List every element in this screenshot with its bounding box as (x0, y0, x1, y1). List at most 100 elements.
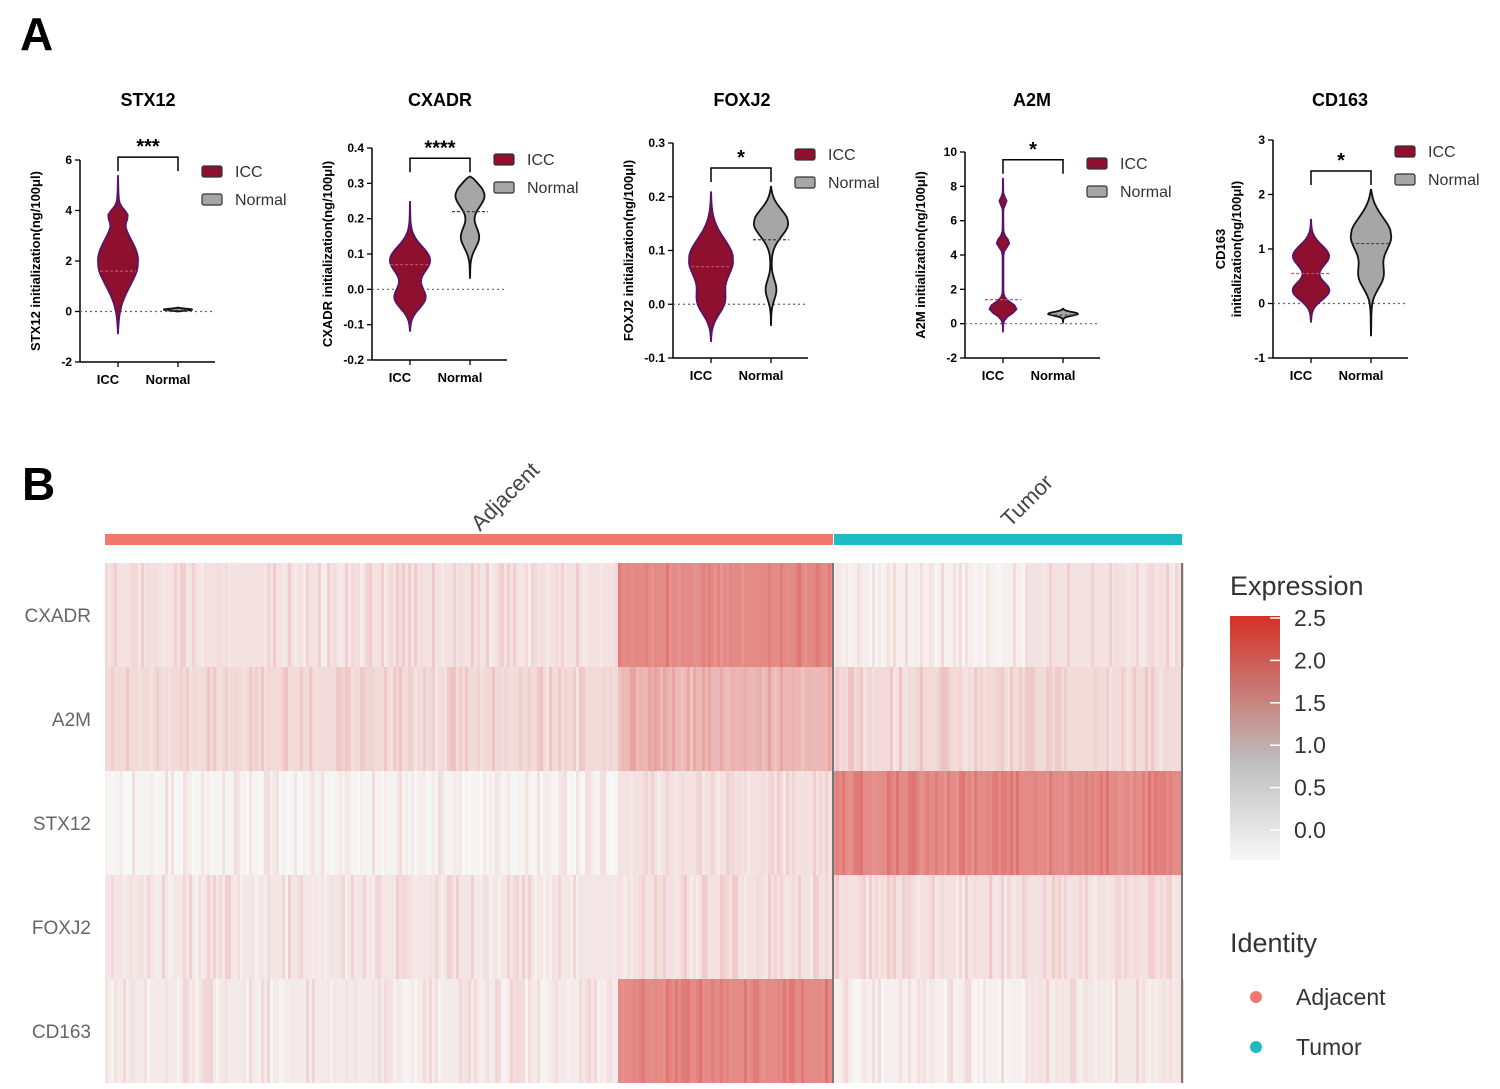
heatmap-cell (741, 667, 744, 771)
heatmap-cell (1010, 771, 1013, 875)
heatmap-cell (495, 979, 498, 1083)
heatmap-cell (798, 563, 801, 667)
heatmap-cell (585, 979, 588, 1083)
heatmap-cell (486, 667, 489, 771)
heatmap-cell (258, 979, 261, 1083)
heatmap-cell (183, 979, 186, 1083)
heatmap-cell (881, 771, 884, 875)
heatmap-cell (558, 667, 561, 771)
heatmap-cell (983, 667, 986, 771)
heatmap-cell (297, 979, 300, 1083)
heatmap-cell (860, 563, 863, 667)
heatmap-cell (825, 771, 828, 875)
heatmap-cell (744, 875, 747, 979)
heatmap-cell (705, 979, 708, 1083)
heatmap-cell (947, 667, 950, 771)
heatmap-cell (339, 563, 342, 667)
colorbar-tick-label: 1.5 (1294, 690, 1326, 716)
heatmap-cell (792, 563, 795, 667)
heatmap-cell (938, 667, 941, 771)
heatmap-cell (177, 875, 180, 979)
heatmap-cell (624, 875, 627, 979)
heatmap-cell (216, 667, 219, 771)
heatmap-cell (435, 979, 438, 1083)
heatmap-cell (929, 563, 932, 667)
heatmap-cell (399, 563, 402, 667)
heatmap-cell (414, 563, 417, 667)
heatmap-cell (198, 875, 201, 979)
heatmap-cell (887, 667, 890, 771)
heatmap-cell (432, 563, 435, 667)
heatmap-cell (857, 563, 860, 667)
heatmap-cell (306, 979, 309, 1083)
panel-label-b: B (22, 458, 55, 510)
heatmap-cell (342, 667, 345, 771)
heatmap-cell (759, 667, 762, 771)
heatmap-cell (666, 979, 669, 1083)
heatmap-row-stx12: STX12 (33, 771, 1182, 875)
heatmap-cell (848, 667, 851, 771)
heatmap-cell (426, 667, 429, 771)
heatmap-cell (956, 875, 959, 979)
heatmap-cell (986, 563, 989, 667)
heatmap-cell (114, 563, 117, 667)
heatmap-cell (792, 875, 795, 979)
heatmap-cell (965, 563, 968, 667)
heatmap-cell (935, 875, 938, 979)
heatmap-cell (294, 563, 297, 667)
heatmap-cell (369, 667, 372, 771)
heatmap-row-a2m: A2M (52, 667, 1182, 771)
heatmap-cell (303, 563, 306, 667)
heatmap-cell (273, 563, 276, 667)
y-axis-label: FOXJ2 initialization(ng/100μl) (621, 160, 636, 341)
heatmap-cell (735, 875, 738, 979)
heatmap-cell (192, 979, 195, 1083)
heatmap-cell (612, 875, 615, 979)
heatmap-cell (696, 563, 699, 667)
heatmap-cell (513, 563, 516, 667)
heatmap-cell (126, 667, 129, 771)
heatmap-cell (195, 875, 198, 979)
heatmap-cell (288, 875, 291, 979)
heatmap-cell (911, 875, 914, 979)
heatmap-cell (444, 667, 447, 771)
heatmap-cell (441, 563, 444, 667)
heatmap-cell (120, 563, 123, 667)
heatmap-cell (642, 979, 645, 1083)
heatmap-cell (762, 771, 765, 875)
heatmap-cell (441, 771, 444, 875)
heatmap-cell (845, 875, 848, 979)
heatmap-cell (920, 979, 923, 1083)
heatmap-cell (1091, 771, 1094, 875)
heatmap-cell (153, 563, 156, 667)
heatmap-cell (132, 563, 135, 667)
heatmap-cell (348, 563, 351, 667)
heatmap-cell (336, 771, 339, 875)
heatmap-cell (171, 875, 174, 979)
heatmap-cell (899, 979, 902, 1083)
heatmap-cell (651, 771, 654, 875)
heatmap-cell (471, 875, 474, 979)
heatmap-cell (141, 563, 144, 667)
heatmap-cell (378, 875, 381, 979)
heatmap-cell (774, 875, 777, 979)
heatmap-cell (321, 563, 324, 667)
heatmap-cell (501, 979, 504, 1083)
heatmap-cell (411, 771, 414, 875)
heatmap-cell (258, 771, 261, 875)
heatmap-cell (576, 771, 579, 875)
heatmap-cell (699, 771, 702, 875)
heatmap-cell (1025, 875, 1028, 979)
heatmap-cell (1121, 771, 1124, 875)
heatmap-cell (390, 771, 393, 875)
heatmap-cell (420, 563, 423, 667)
heatmap-block (1025, 563, 1182, 667)
heatmap-cell (180, 771, 183, 875)
heatmap-cell (672, 667, 675, 771)
y-tick-label: 0.1 (347, 247, 364, 261)
heatmap-cell (807, 563, 810, 667)
heatmap-cell (498, 771, 501, 875)
heatmap-cell (357, 563, 360, 667)
heatmap-cell (983, 979, 986, 1083)
